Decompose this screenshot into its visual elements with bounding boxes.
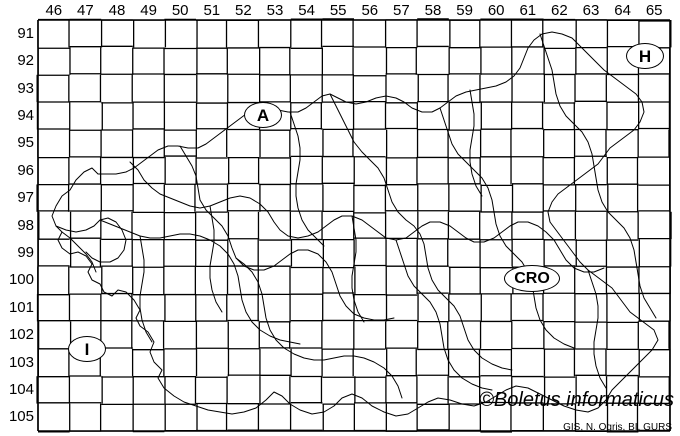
column-label-49: 49: [140, 2, 157, 19]
interior-line-8: [395, 239, 493, 391]
slovenia-national-border: [51, 31, 659, 417]
row-label-95: 95: [17, 134, 34, 152]
marker-hungary-label: H: [638, 46, 652, 66]
interior-line-1: [129, 161, 605, 273]
row-label-99: 99: [17, 243, 34, 261]
column-label-63: 63: [582, 2, 600, 19]
marker-croatia: CRO: [504, 265, 560, 292]
column-label-48: 48: [108, 2, 126, 19]
column-label-55: 55: [329, 2, 347, 19]
marker-hungary: H: [626, 43, 664, 69]
interior-line-14: [209, 205, 223, 313]
column-label-59: 59: [456, 2, 473, 19]
marker-austria-ellipse: A: [244, 102, 282, 128]
interior-line-11: [139, 235, 153, 343]
copyright-label: ©Boletus informaticus: [479, 389, 674, 411]
row-label-100: 100: [8, 271, 34, 289]
column-label-47: 47: [77, 2, 94, 19]
column-label-60: 60: [487, 2, 505, 19]
marker-italy: I: [68, 336, 106, 362]
row-label-94: 94: [17, 106, 34, 124]
column-label-56: 56: [361, 2, 379, 19]
column-label-51: 51: [203, 2, 221, 19]
marker-croatia-label: CRO: [514, 269, 550, 287]
column-label-64: 64: [614, 2, 631, 19]
row-label-91: 91: [17, 24, 34, 42]
interior-line-9: [289, 111, 325, 247]
column-label-46: 46: [45, 2, 63, 19]
row-label-102: 102: [8, 326, 34, 344]
row-label-96: 96: [17, 161, 34, 179]
column-label-58: 58: [424, 2, 442, 19]
interior-line-2: [179, 145, 395, 321]
column-label-52: 52: [235, 2, 252, 19]
data-source-label: GIS, N. Ogris, BI, GURS: [563, 422, 672, 433]
column-label-57: 57: [393, 2, 410, 19]
marker-italy-ellipse: I: [68, 336, 106, 362]
column-label-65: 65: [645, 2, 663, 19]
row-label-92: 92: [17, 52, 34, 70]
row-label-103: 103: [8, 353, 34, 371]
coastal-boundary: [55, 217, 127, 263]
interior-line-10: [587, 269, 607, 389]
column-label-53: 53: [266, 2, 284, 19]
marker-croatia-ellipse: CRO: [504, 265, 560, 292]
row-label-104: 104: [8, 380, 34, 398]
interior-line-5: [539, 33, 657, 319]
row-label-97: 97: [17, 189, 34, 207]
row-label-98: 98: [17, 216, 34, 234]
marker-italy-label: I: [84, 339, 90, 359]
row-label-93: 93: [17, 79, 34, 97]
interior-line-7: [235, 257, 403, 399]
marker-hungary-ellipse: H: [626, 43, 664, 69]
coastal-inlet-2: [61, 231, 97, 273]
interior-line-13: [351, 215, 365, 323]
marker-austria: A: [244, 102, 282, 128]
marker-austria-label: A: [256, 105, 270, 125]
column-label-62: 62: [551, 2, 568, 19]
row-label-105: 105: [8, 408, 34, 426]
column-label-61: 61: [519, 2, 537, 19]
interior-line-12: [469, 89, 483, 197]
interior-line-3: [329, 93, 513, 371]
column-label-50: 50: [171, 2, 189, 19]
interior-line-4: [439, 107, 575, 349]
column-label-54: 54: [298, 2, 315, 19]
interior-line-6: [99, 219, 301, 345]
row-label-101: 101: [8, 298, 34, 316]
